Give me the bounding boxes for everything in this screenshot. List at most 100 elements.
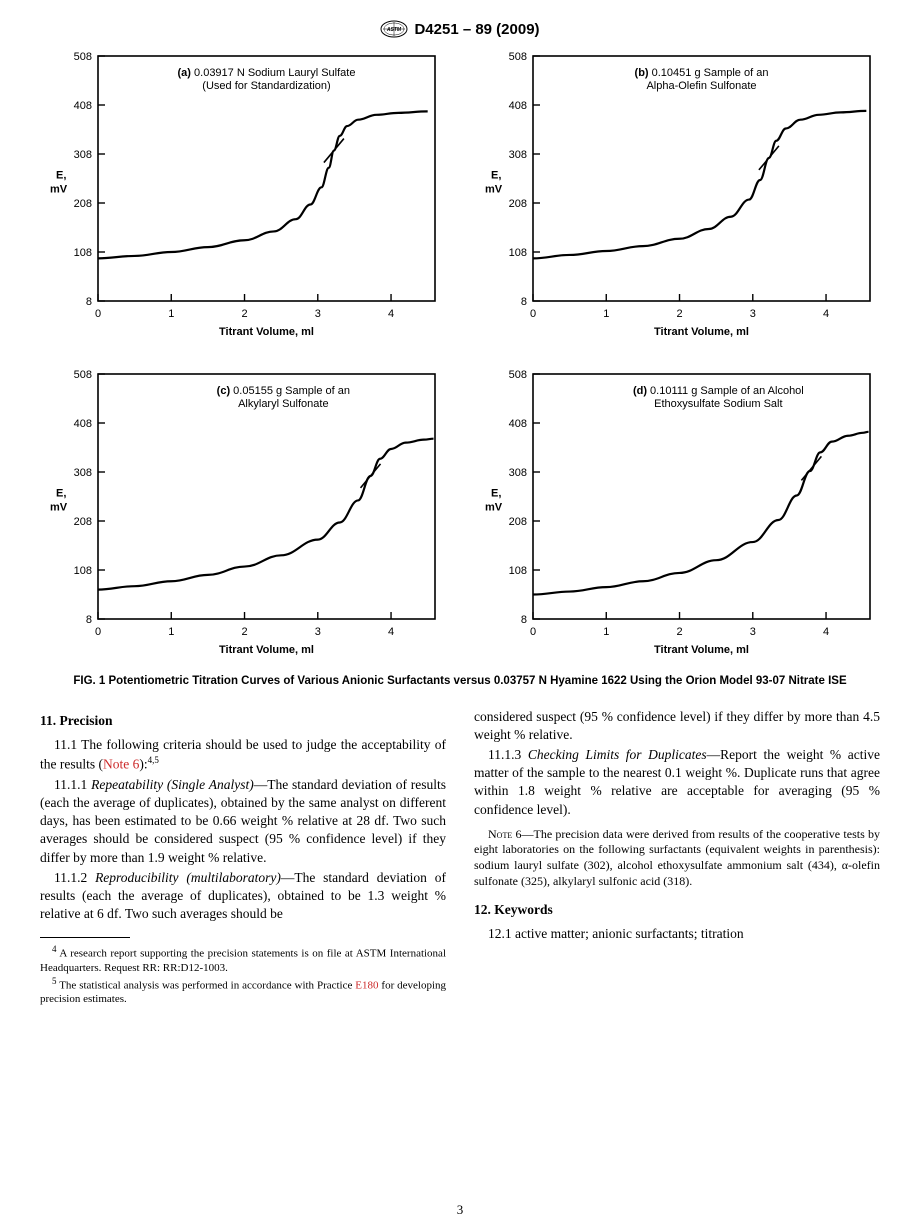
svg-text:108: 108 <box>509 247 527 259</box>
svg-text:108: 108 <box>74 565 92 577</box>
right-column: considered suspect (95 % confidence leve… <box>474 708 880 1007</box>
t: Checking Limits for Duplicates <box>528 747 707 762</box>
figure-caption: FIG. 1 Potentiometric Titration Curves o… <box>70 674 850 690</box>
t: Note <box>488 827 512 841</box>
svg-text:8: 8 <box>521 296 527 308</box>
para-11-1-2-cont: considered suspect (95 % confidence leve… <box>474 708 880 744</box>
svg-text:508: 508 <box>509 369 527 381</box>
t: Reproducibility (multilaboratory) <box>95 870 281 885</box>
para-11-1-3: 11.1.3 Checking Limits for Duplicates—Re… <box>474 746 880 819</box>
para-12-1: 12.1 active matter; anionic surfactants;… <box>474 925 880 943</box>
page-number: 3 <box>0 1202 920 1218</box>
t: 11.1 The following criteria should be us… <box>40 737 446 772</box>
svg-text:108: 108 <box>509 565 527 577</box>
svg-text:Ethoxysulfate Sodium Salt: Ethoxysulfate Sodium Salt <box>654 398 782 410</box>
svg-text:mV: mV <box>485 502 503 514</box>
svg-text:408: 408 <box>74 418 92 430</box>
chart-b: 012348108208308408508E,mVTitrant Volume,… <box>475 48 880 348</box>
t: ): <box>139 756 147 771</box>
svg-text:208: 208 <box>509 198 527 210</box>
svg-text:4: 4 <box>823 308 829 320</box>
svg-text:2: 2 <box>241 308 247 320</box>
footnote-5: 5 The statistical analysis was performed… <box>40 976 446 1007</box>
svg-text:408: 408 <box>509 100 527 112</box>
section-12-head: 12. Keywords <box>474 901 880 919</box>
svg-text:8: 8 <box>86 614 92 626</box>
t: The statistical analysis was performed i… <box>57 979 356 991</box>
svg-text:E,: E, <box>56 170 66 182</box>
footnote-rule <box>40 937 130 938</box>
svg-text:408: 408 <box>74 100 92 112</box>
svg-text:308: 308 <box>74 467 92 479</box>
svg-text:(d) 0.10111 g Sample of an Alc: (d) 0.10111 g Sample of an Alcohol <box>633 385 804 397</box>
svg-text:E,: E, <box>56 488 66 500</box>
svg-text:1: 1 <box>168 626 174 638</box>
t: The precision data were derived from res… <box>474 827 880 888</box>
svg-text:8: 8 <box>86 296 92 308</box>
svg-text:1: 1 <box>603 308 609 320</box>
svg-text:508: 508 <box>74 369 92 381</box>
t: 11.1.3 <box>488 747 528 762</box>
svg-text:3: 3 <box>315 626 321 638</box>
t: 11.1.1 <box>54 777 91 792</box>
svg-text:0: 0 <box>530 626 536 638</box>
svg-text:508: 508 <box>74 51 92 63</box>
svg-text:Titrant Volume, ml: Titrant Volume, ml <box>219 644 314 656</box>
svg-text:Alkylaryl Sulfonate: Alkylaryl Sulfonate <box>238 398 329 410</box>
chart-c: 0 1 2 3 4 8 108 208 308 408 508 E, mV Titrant Volume,… <box>40 366 445 666</box>
charts-grid: 012348108208308408508E,mVTitrant Volume,… <box>40 48 880 666</box>
svg-text:1: 1 <box>168 308 174 320</box>
svg-text:4: 4 <box>388 308 394 320</box>
svg-text:(c) 0.05155 g Sample of an: (c) 0.05155 g Sample of an <box>217 385 350 397</box>
svg-text:mV: mV <box>50 502 68 514</box>
svg-text:1: 1 <box>603 626 609 638</box>
svg-text:ASTM: ASTM <box>386 27 402 33</box>
body-text: 11. Precision 11.1 The following criteri… <box>40 708 880 1007</box>
svg-text:508: 508 <box>509 51 527 63</box>
svg-text:(a) 0.03917 N Sodium Lauryl Su: (a) 0.03917 N Sodium Lauryl Sulfate <box>178 67 356 79</box>
t: Repeatability (Single Analyst) <box>91 777 254 792</box>
svg-text:Titrant Volume, ml: Titrant Volume, ml <box>219 326 314 338</box>
svg-text:Alpha-Olefin Sulfonate: Alpha-Olefin Sulfonate <box>646 80 756 92</box>
t: 11.1.2 <box>54 870 95 885</box>
svg-text:3: 3 <box>750 626 756 638</box>
note-6: Note 6—The precision data were derived f… <box>474 827 880 889</box>
svg-text:2: 2 <box>241 626 247 638</box>
svg-text:mV: mV <box>50 184 68 196</box>
svg-text:2: 2 <box>676 308 682 320</box>
para-11-1: 11.1 The following criteria should be us… <box>40 736 446 774</box>
svg-text:E,: E, <box>491 488 501 500</box>
t: 6— <box>512 827 533 841</box>
svg-text:(Used for Standardization): (Used for Standardization) <box>202 80 330 92</box>
svg-text:4: 4 <box>388 626 394 638</box>
svg-text:2: 2 <box>676 626 682 638</box>
svg-text:4: 4 <box>823 626 829 638</box>
e180-link[interactable]: E180 <box>355 979 378 991</box>
section-11-head: 11. Precision <box>40 712 446 730</box>
svg-text:mV: mV <box>485 184 503 196</box>
svg-text:208: 208 <box>74 198 92 210</box>
svg-text:408: 408 <box>509 418 527 430</box>
svg-text:(b) 0.10451 g Sample of an: (b) 0.10451 g Sample of an <box>635 67 769 79</box>
para-11-1-2: 11.1.2 Reproducibility (multilaboratory)… <box>40 869 446 924</box>
svg-text:208: 208 <box>74 516 92 528</box>
chart-a: 012348108208308408508E,mVTitrant Volume,… <box>40 48 445 348</box>
para-11-1-1: 11.1.1 Repeatability (Single Analyst)—Th… <box>40 776 446 867</box>
svg-text:308: 308 <box>509 467 527 479</box>
svg-text:0: 0 <box>530 308 536 320</box>
svg-text:308: 308 <box>74 149 92 161</box>
footnote-4: 4 A research report supporting the preci… <box>40 944 446 975</box>
svg-text:308: 308 <box>509 149 527 161</box>
svg-text:Titrant Volume, ml: Titrant Volume, ml <box>654 326 749 338</box>
t: A research report supporting the precisi… <box>40 948 446 974</box>
left-column: 11. Precision 11.1 The following criteri… <box>40 708 446 1007</box>
svg-text:0: 0 <box>95 626 101 638</box>
svg-text:8: 8 <box>521 614 527 626</box>
svg-text:Titrant Volume, ml: Titrant Volume, ml <box>654 644 749 656</box>
sup-45: 4,5 <box>148 755 159 765</box>
svg-text:108: 108 <box>74 247 92 259</box>
svg-text:208: 208 <box>509 516 527 528</box>
designation: D4251 – 89 (2009) <box>414 21 539 38</box>
note-6-link[interactable]: Note 6 <box>103 756 139 771</box>
svg-text:3: 3 <box>750 308 756 320</box>
